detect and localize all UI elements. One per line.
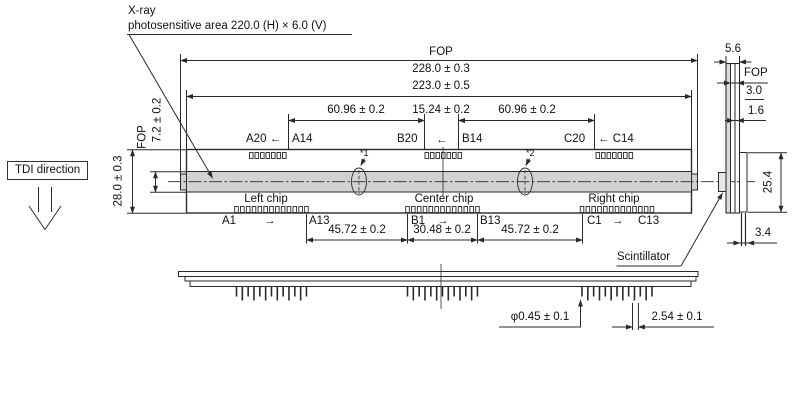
dim-side-total-width: 5.6: [725, 43, 741, 55]
tdi-direction-arrow: [28, 187, 62, 231]
pin-label-c20: C20: [564, 133, 586, 145]
chip-label-right: Right chip: [588, 193, 640, 205]
dim-side-pin-offset: 3.4: [755, 227, 771, 239]
dim-width-body: 223.0 ± 0.5: [412, 80, 470, 92]
pin-label-b13: B13: [480, 215, 501, 227]
scintillator-strip-side: [718, 172, 727, 192]
dim-pitch-center: 30.48 ± 0.2: [413, 224, 471, 236]
detail-circle-1: [351, 167, 367, 196]
dim-side-body-height: 25.4: [762, 170, 775, 194]
sensor-body-side-view: [725, 62, 741, 214]
arrow-right-icon: →: [612, 215, 624, 227]
pin-label-b1: B1: [411, 215, 426, 227]
note-1-marker: *1: [360, 148, 369, 158]
chip-label-center: Center chip: [414, 193, 474, 205]
dim-side-fop-width: 3.0: [746, 85, 762, 97]
pin-label-c14: ← C14: [598, 133, 634, 145]
tdi-direction-label: TDI direction: [7, 161, 89, 180]
dim-span-right: 60.96 ± 0.2: [498, 104, 556, 116]
pin-label-c13: C13: [638, 215, 660, 227]
note-2-marker: *2: [526, 148, 535, 158]
dim-fop-vertical-label: FOP: [136, 125, 149, 149]
arrow-right-icon: →: [437, 215, 449, 227]
bond-pads-top: [249, 152, 634, 159]
dim-side-glass-width: 1.6: [748, 105, 764, 117]
pin-label-b14: B14: [462, 133, 483, 145]
dim-fop-height: 7.2 ± 0.2: [151, 97, 164, 143]
dim-body-height: 28.0 ± 0.3: [112, 155, 125, 207]
pin-label-c1: C1: [587, 215, 602, 227]
bond-pads-bottom: [234, 206, 655, 213]
dim-pitch-right: 45.72 ± 0.2: [501, 224, 559, 236]
detail-circle-2: [517, 167, 533, 196]
pin-label-a13: A13: [309, 215, 330, 227]
side-fop-label: FOP: [744, 67, 768, 79]
dim-pin-pitch: 2.54 ± 0.1: [651, 311, 703, 323]
chip-label-left: Left chip: [244, 193, 288, 205]
dim-span-left: 60.96 ± 0.2: [327, 104, 385, 116]
arrow-left-icon: ←: [436, 134, 448, 146]
sensor-body-bottom-view: [178, 271, 699, 277]
dim-span-center: 15.24 ± 0.2: [412, 104, 470, 116]
scintillator-label: Scintillator: [617, 251, 671, 263]
xray-callout-line1: X-ray: [128, 5, 156, 17]
ceramic-package-side: [739, 152, 748, 213]
pin-label-a20: A20 ←: [246, 133, 282, 145]
dim-fop-top-label: FOP: [429, 46, 453, 58]
arrow-right-icon: →: [264, 215, 276, 227]
dim-pitch-left: 45.72 ± 0.2: [328, 224, 386, 236]
pin-label-a1: A1: [222, 215, 237, 227]
pin-label-a14: A14: [292, 133, 313, 145]
pin-rows-bottom-view: [235, 286, 653, 301]
xray-callout-line2: photosensitive area 220.0 (H) × 6.0 (V): [128, 20, 327, 32]
dim-pin-diameter: φ0.45 ± 0.1: [510, 311, 570, 323]
pin-label-b20: B20: [397, 133, 418, 145]
dim-width-outer: 228.0 ± 0.3: [412, 63, 470, 75]
